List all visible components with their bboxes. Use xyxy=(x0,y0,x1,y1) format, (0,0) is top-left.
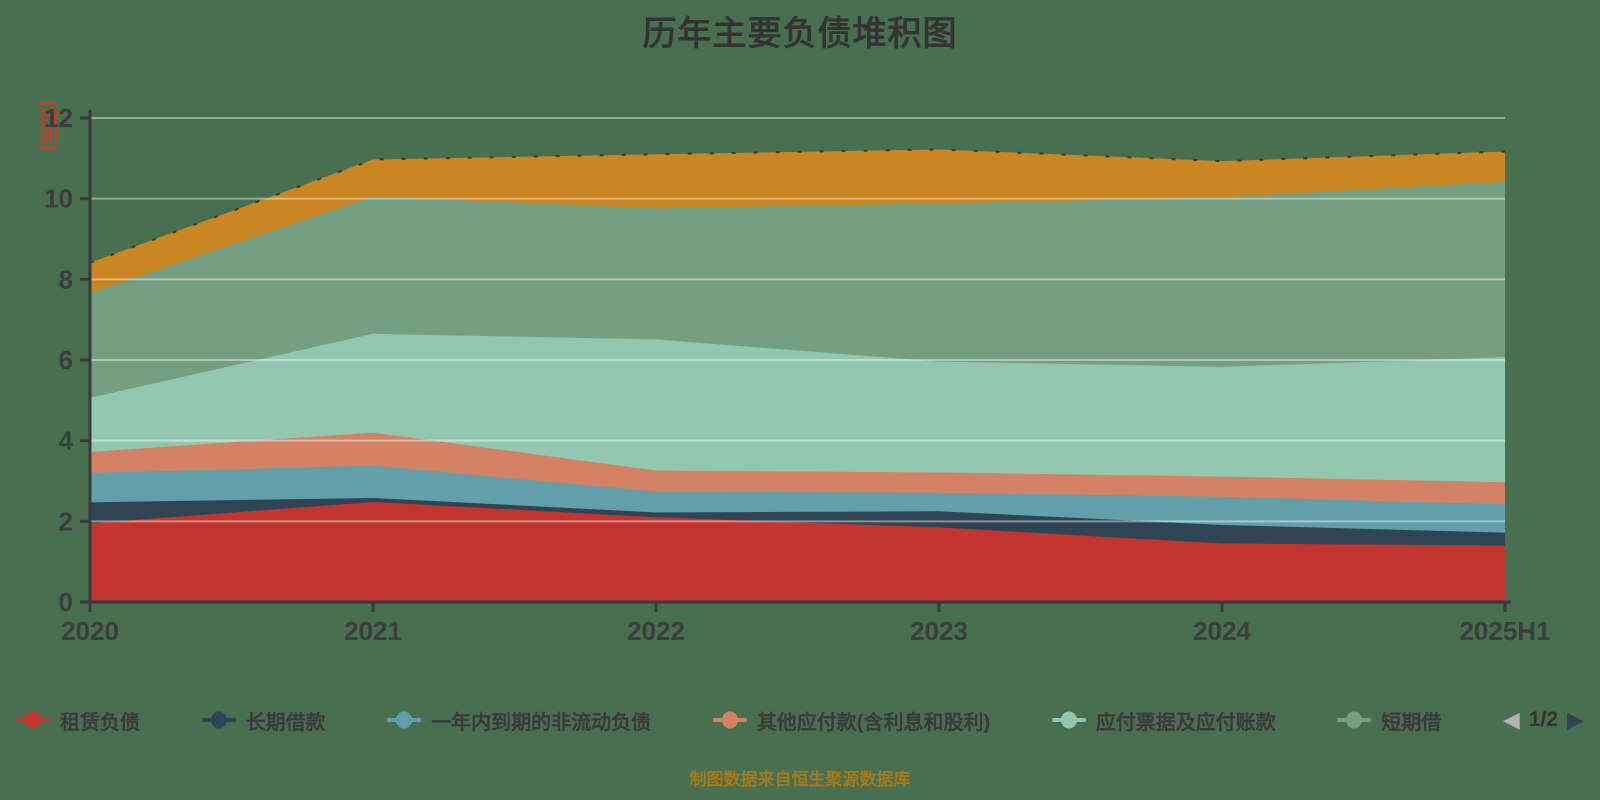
legend-label: 租赁负债 xyxy=(60,711,140,734)
y-tick-label: 0 xyxy=(59,587,73,617)
legend-item-5[interactable]: 应付票据及应付账款 xyxy=(1051,706,1276,735)
legend-prev-page-arrow-icon[interactable]: ◀ xyxy=(1502,707,1520,732)
chart-title: 历年主要负债堆积图 xyxy=(642,15,958,53)
legend-label: 应付票据及应付账款 xyxy=(1095,711,1276,734)
y-tick-label: 4 xyxy=(59,426,74,456)
legend-dot-icon xyxy=(721,711,738,729)
legend-dot-icon xyxy=(1346,711,1363,729)
x-tick-label: 2023 xyxy=(910,616,968,646)
legend-dot-icon xyxy=(25,711,41,729)
legend-label: 长期借款 xyxy=(245,711,326,734)
legend-item-1[interactable]: 租赁负债 xyxy=(16,706,140,735)
legend-line-marker-icon xyxy=(712,711,747,729)
legend-pager: ◀ 1/2 ▶ xyxy=(1503,708,1584,732)
data-source-caption: 制图数据来自恒生聚源数据库 xyxy=(689,770,911,789)
legend-item-3[interactable]: 一年内到期的非流动负债 xyxy=(387,706,651,735)
legend-label: 其他应付款(含利息和股利) xyxy=(756,711,991,734)
legend-label: 一年内到期的非流动负债 xyxy=(431,711,652,734)
legend-next-page-arrow-icon[interactable]: ▶ xyxy=(1567,707,1584,732)
legend-dot-icon xyxy=(396,711,413,729)
y-tick-label: 10 xyxy=(44,184,73,214)
legend-dot-icon xyxy=(1060,711,1077,729)
legend-line-marker-icon xyxy=(201,711,236,729)
legend-line-marker-icon xyxy=(1051,711,1086,729)
y-tick-label: 6 xyxy=(59,345,73,375)
y-tick-label: 8 xyxy=(59,264,73,294)
legend-item-4[interactable]: 其他应付款(含利息和股利) xyxy=(712,706,991,735)
legend-page-indicator: 1/2 xyxy=(1528,708,1559,731)
x-tick-label: 2021 xyxy=(344,616,402,646)
legend: 租赁负债 长期借款 一年内到期的非流动负债 其他应付款(含利息和股利) 应付票据及应付账… xyxy=(0,700,1600,740)
x-tick-label: 2022 xyxy=(627,616,685,646)
legend-line-marker-icon xyxy=(1337,711,1372,729)
x-tick-label: 2025H1 xyxy=(1459,616,1550,646)
x-tick-label: 2020 xyxy=(61,616,119,646)
legend-item-2[interactable]: 长期借款 xyxy=(201,706,326,735)
legend-label: 短期借 xyxy=(1381,711,1442,734)
y-tick-label: 12 xyxy=(44,103,73,133)
legend-item-6[interactable]: 短期借 xyxy=(1337,706,1441,735)
legend-dot-icon xyxy=(210,711,227,729)
x-tick-label: 2024 xyxy=(1193,616,1251,646)
area-租赁负债 xyxy=(90,501,1505,602)
legend-line-marker-icon xyxy=(387,711,422,729)
legend-line-marker-icon xyxy=(16,711,50,729)
y-tick-label: 2 xyxy=(59,506,73,536)
